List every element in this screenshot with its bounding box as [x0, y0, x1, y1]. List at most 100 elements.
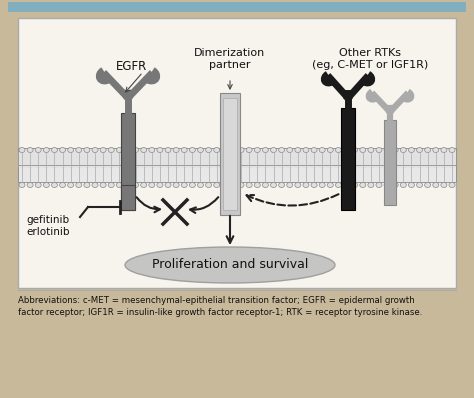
- Ellipse shape: [173, 183, 179, 187]
- Ellipse shape: [52, 183, 57, 187]
- Ellipse shape: [311, 183, 317, 187]
- Ellipse shape: [352, 148, 358, 152]
- Ellipse shape: [328, 148, 333, 152]
- Ellipse shape: [303, 148, 309, 152]
- Bar: [121, 113, 135, 210]
- Ellipse shape: [384, 148, 390, 152]
- Ellipse shape: [433, 183, 439, 187]
- Ellipse shape: [409, 148, 414, 152]
- Ellipse shape: [181, 183, 187, 187]
- Ellipse shape: [238, 183, 244, 187]
- Ellipse shape: [165, 183, 171, 187]
- Ellipse shape: [425, 148, 431, 152]
- Ellipse shape: [84, 183, 90, 187]
- Ellipse shape: [246, 148, 252, 152]
- Ellipse shape: [68, 183, 73, 187]
- Ellipse shape: [222, 148, 228, 152]
- Ellipse shape: [441, 183, 447, 187]
- Ellipse shape: [287, 148, 293, 152]
- Ellipse shape: [401, 148, 406, 152]
- Ellipse shape: [449, 148, 455, 152]
- Ellipse shape: [263, 183, 268, 187]
- Ellipse shape: [319, 148, 325, 152]
- Ellipse shape: [68, 148, 73, 152]
- Ellipse shape: [141, 183, 146, 187]
- Ellipse shape: [279, 183, 284, 187]
- Ellipse shape: [368, 183, 374, 187]
- Ellipse shape: [328, 183, 333, 187]
- Ellipse shape: [279, 148, 284, 152]
- Ellipse shape: [254, 183, 260, 187]
- Ellipse shape: [60, 183, 65, 187]
- Ellipse shape: [173, 148, 179, 152]
- Ellipse shape: [141, 148, 146, 152]
- Bar: [384, 120, 396, 205]
- Ellipse shape: [35, 148, 41, 152]
- Ellipse shape: [417, 148, 422, 152]
- Ellipse shape: [401, 183, 406, 187]
- Ellipse shape: [336, 148, 341, 152]
- Ellipse shape: [311, 148, 317, 152]
- Text: Proliferation and survival: Proliferation and survival: [152, 258, 308, 271]
- Text: Abbreviations: c-MET = mesenchymal-epithelial transition factor; EGFR = epiderma: Abbreviations: c-MET = mesenchymal-epith…: [18, 296, 415, 305]
- Ellipse shape: [133, 183, 138, 187]
- Ellipse shape: [449, 183, 455, 187]
- Ellipse shape: [108, 183, 114, 187]
- Ellipse shape: [116, 148, 122, 152]
- Bar: [220, 93, 240, 215]
- Bar: [18, 18, 456, 288]
- Ellipse shape: [384, 183, 390, 187]
- Ellipse shape: [238, 148, 244, 152]
- Text: Dimerization
partner: Dimerization partner: [194, 48, 265, 70]
- Ellipse shape: [76, 183, 82, 187]
- Bar: [121, 185, 135, 210]
- Ellipse shape: [368, 148, 374, 152]
- Ellipse shape: [27, 183, 33, 187]
- Ellipse shape: [271, 148, 276, 152]
- Ellipse shape: [165, 148, 171, 152]
- Text: EGFR: EGFR: [116, 60, 147, 73]
- Ellipse shape: [190, 148, 195, 152]
- Ellipse shape: [254, 148, 260, 152]
- Ellipse shape: [287, 183, 293, 187]
- Ellipse shape: [206, 183, 211, 187]
- Ellipse shape: [376, 148, 382, 152]
- Ellipse shape: [133, 148, 138, 152]
- Ellipse shape: [392, 148, 398, 152]
- Ellipse shape: [433, 148, 439, 152]
- Ellipse shape: [214, 183, 220, 187]
- Ellipse shape: [198, 148, 203, 152]
- Ellipse shape: [19, 183, 25, 187]
- Bar: [8, 2, 466, 12]
- Ellipse shape: [19, 148, 25, 152]
- Ellipse shape: [206, 148, 211, 152]
- Text: gefitinib
erlotinib: gefitinib erlotinib: [26, 215, 70, 236]
- Ellipse shape: [181, 148, 187, 152]
- Bar: [18, 165, 456, 182]
- Ellipse shape: [116, 183, 122, 187]
- Ellipse shape: [392, 183, 398, 187]
- Ellipse shape: [246, 183, 252, 187]
- Ellipse shape: [344, 148, 349, 152]
- Ellipse shape: [352, 183, 358, 187]
- Ellipse shape: [76, 148, 82, 152]
- Ellipse shape: [60, 148, 65, 152]
- Ellipse shape: [303, 183, 309, 187]
- Ellipse shape: [92, 183, 98, 187]
- Ellipse shape: [376, 183, 382, 187]
- Text: factor receptor; IGF1R = insulin-like growth factor receptor-1; RTK = receptor t: factor receptor; IGF1R = insulin-like gr…: [18, 308, 422, 317]
- Bar: [18, 148, 456, 165]
- Ellipse shape: [230, 183, 236, 187]
- Ellipse shape: [344, 183, 349, 187]
- Ellipse shape: [43, 183, 49, 187]
- Ellipse shape: [360, 148, 366, 152]
- Ellipse shape: [125, 183, 130, 187]
- Ellipse shape: [190, 183, 195, 187]
- Ellipse shape: [214, 148, 220, 152]
- Ellipse shape: [125, 148, 130, 152]
- Ellipse shape: [295, 148, 301, 152]
- Ellipse shape: [84, 148, 90, 152]
- Ellipse shape: [222, 183, 228, 187]
- Ellipse shape: [157, 183, 163, 187]
- Ellipse shape: [295, 183, 301, 187]
